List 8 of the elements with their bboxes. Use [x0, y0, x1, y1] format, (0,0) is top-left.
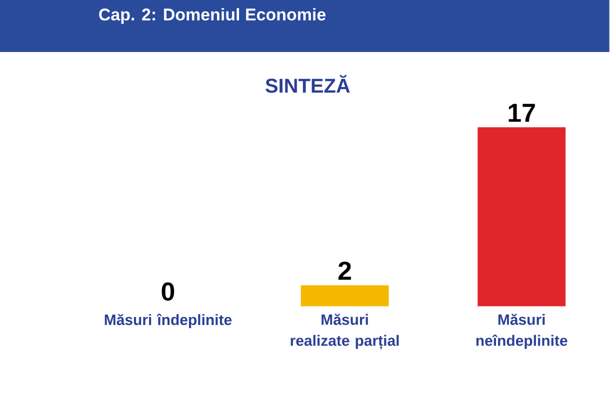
chart-title: Cap. 2: Domeniul Economie: [99, 8, 326, 24]
x-tick-label: Măsuri realizate parțial: [290, 314, 399, 350]
data-label: 2: [338, 262, 351, 280]
x-tick-label: Măsuri neîndeplinite: [476, 314, 568, 350]
x-tick-label: Măsuri îndeplinite: [104, 314, 232, 328]
data-label: 17: [508, 104, 535, 122]
chart-subtitle: SINTEZĂ: [266, 75, 350, 94]
data-label: 0: [162, 282, 174, 301]
